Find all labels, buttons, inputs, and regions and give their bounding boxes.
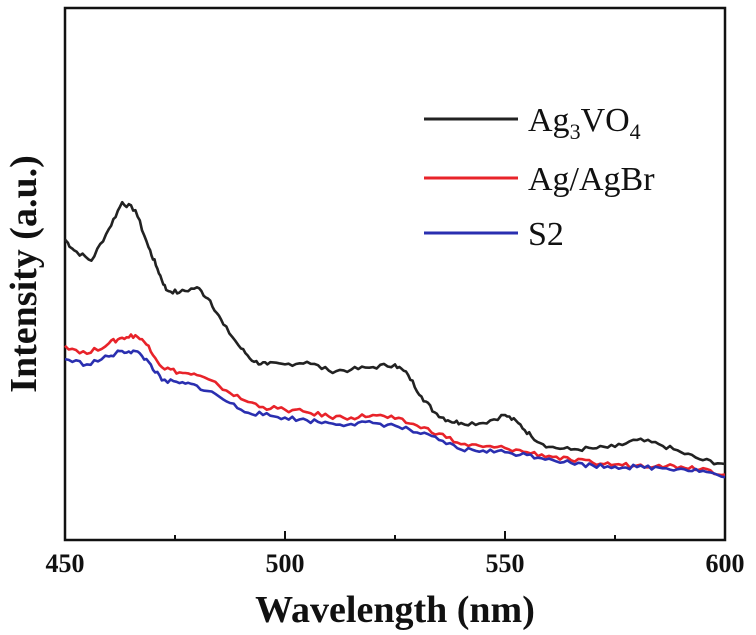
x-tick-label-450: 450 bbox=[46, 549, 85, 578]
legend: Ag3VO4 Ag/AgBr S2 bbox=[424, 102, 655, 253]
y-axis-title: Intensity (a.u.) bbox=[3, 155, 45, 393]
legend-label-ag-agbr: Ag/AgBr bbox=[528, 161, 655, 198]
series-line-ag3vo4 bbox=[64, 200, 726, 466]
legend-label-ag3vo4: Ag3VO4 bbox=[528, 102, 641, 144]
x-tick-label-550: 550 bbox=[486, 549, 525, 578]
x-tick-label-500: 500 bbox=[266, 549, 305, 578]
x-tick-labels: 450 500 550 600 bbox=[46, 549, 745, 578]
series-layer bbox=[64, 200, 726, 479]
x-tick-label-600: 600 bbox=[706, 549, 745, 578]
x-ticks bbox=[64, 531, 726, 540]
series-line-ag-agbr bbox=[64, 333, 726, 477]
plot-frame bbox=[63, 6, 727, 542]
x-axis-title: Wavelength (nm) bbox=[255, 589, 535, 631]
series-line-s2 bbox=[64, 349, 726, 479]
legend-label-s2: S2 bbox=[528, 216, 564, 253]
